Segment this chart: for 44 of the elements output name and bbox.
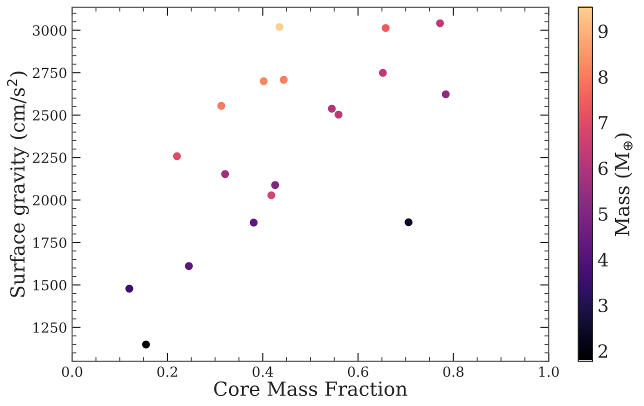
color-bar-label: 9 xyxy=(598,24,608,38)
point xyxy=(378,68,387,77)
point xyxy=(271,181,280,190)
x-tick-label: 1.0 xyxy=(539,366,559,377)
y-tick-label: 2500 xyxy=(32,110,66,121)
y-tick-label: 3000 xyxy=(32,25,66,36)
y-tick-label: 2750 xyxy=(32,68,66,78)
x-tick-label: 0.4 xyxy=(252,366,274,377)
point xyxy=(436,19,444,28)
point xyxy=(250,218,258,227)
y-tick-label: 1750 xyxy=(34,237,66,248)
y-tick-label: 1500 xyxy=(34,280,66,290)
color-bar-label: 2 xyxy=(598,344,608,358)
color-bar-label: 7 xyxy=(598,116,608,130)
point xyxy=(184,262,193,270)
point xyxy=(276,23,284,31)
point xyxy=(382,24,390,32)
color-bar-label: 4 xyxy=(598,252,608,266)
point xyxy=(125,284,134,293)
color-bar-label: 6 xyxy=(598,162,608,176)
point xyxy=(328,104,336,113)
point xyxy=(217,102,226,110)
point xyxy=(404,218,413,226)
y-axis-title: Surface gravity (cm/s$^{2}$) xyxy=(6,72,29,297)
point xyxy=(334,110,342,119)
y-tick-label: 1250 xyxy=(34,322,66,333)
x-tick-label: 0.8 xyxy=(443,366,464,377)
x-tick-label: 0.2 xyxy=(157,366,178,377)
point xyxy=(221,170,230,178)
color-bar-label: 8 xyxy=(598,70,608,84)
point xyxy=(260,77,268,86)
color-bar-label: 3 xyxy=(598,298,608,312)
color-bar-label: 5 xyxy=(598,207,608,221)
point xyxy=(280,76,288,84)
point xyxy=(267,191,276,200)
x-tick-label: 0.0 xyxy=(62,366,82,377)
point xyxy=(142,340,150,348)
color-bar-title: Mass (M$_{⊕}$) xyxy=(614,134,633,236)
x-axis-title: Core Mass Fraction xyxy=(214,381,408,396)
y-tick-label: 2000 xyxy=(32,195,66,206)
x-tick-label: 0.6 xyxy=(348,366,368,377)
point xyxy=(442,90,450,98)
point xyxy=(173,152,181,160)
y-tick-label: 2250 xyxy=(32,152,66,164)
